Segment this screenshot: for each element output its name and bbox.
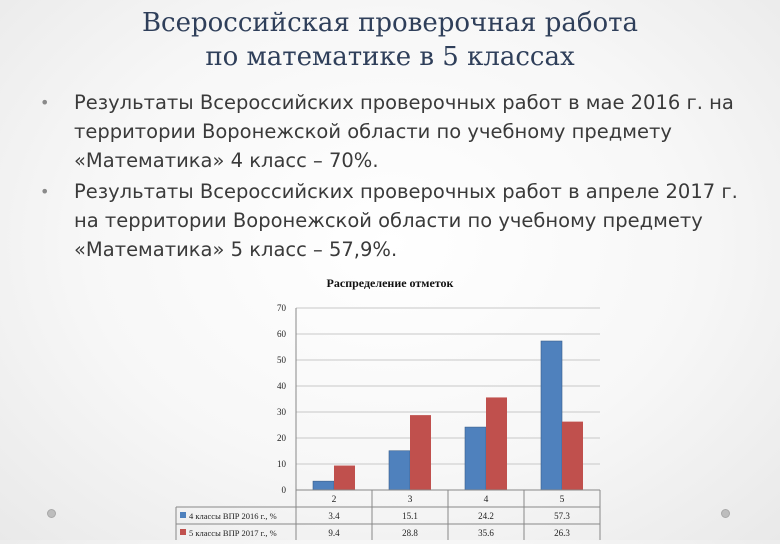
chart-title: Распределение отметок bbox=[326, 276, 454, 290]
x-tick-label: 3 bbox=[408, 495, 413, 505]
y-tick-label: 50 bbox=[277, 355, 287, 365]
data-label: 24.2 bbox=[478, 511, 494, 521]
bullet-list: • Результаты Всероссийских проверочных р… bbox=[28, 88, 758, 266]
data-label: 26.3 bbox=[554, 528, 570, 538]
y-tick-label: 70 bbox=[277, 303, 287, 313]
title-line-1: Всероссийская проверочная работа bbox=[141, 8, 639, 38]
legend-swatch bbox=[180, 529, 186, 535]
data-label: 35.6 bbox=[478, 528, 494, 538]
bullet-marker-icon: • bbox=[40, 93, 50, 112]
decorative-dot-icon bbox=[47, 509, 56, 518]
legend-label: 5 классы ВПР 2017 г., % bbox=[189, 528, 277, 538]
chart-bar bbox=[334, 465, 355, 490]
data-label: 28.8 bbox=[402, 528, 418, 538]
chart: Распределение отметок 0 10 20 30 40 50 60 70 2 3 4… bbox=[170, 272, 610, 542]
bullet-item: • Результаты Всероссийских проверочных р… bbox=[28, 88, 758, 175]
slide-title: Всероссийская проверочная работа по мате… bbox=[60, 6, 720, 74]
y-tick-label: 40 bbox=[277, 381, 287, 391]
chart-bar bbox=[540, 340, 563, 491]
chart-bar bbox=[410, 415, 431, 490]
bullet-text: Результаты Всероссийских проверочных раб… bbox=[74, 91, 734, 172]
y-tick-label: 20 bbox=[277, 433, 287, 443]
x-tick-label: 2 bbox=[332, 495, 337, 505]
data-label: 57.3 bbox=[554, 511, 570, 521]
chart-bar bbox=[486, 397, 507, 490]
title-line-2: по математике в 5 классах bbox=[205, 42, 575, 72]
y-tick-label: 0 bbox=[282, 485, 287, 495]
data-label: 9.4 bbox=[328, 528, 340, 538]
data-label: 3.4 bbox=[328, 511, 340, 521]
chart-bar bbox=[312, 480, 335, 491]
y-tick-label: 10 bbox=[277, 459, 287, 469]
chart-bar bbox=[562, 421, 583, 490]
chart-bar bbox=[388, 450, 411, 491]
y-tick-label: 60 bbox=[277, 329, 287, 339]
chart-svg: 0 10 20 30 40 50 60 70 2 3 4 5 4 классы ВПР 2016 г.,… bbox=[175, 303, 601, 542]
chart-bar bbox=[464, 426, 487, 491]
bullet-item: • Результаты Всероссийских проверочных р… bbox=[28, 177, 758, 264]
bullet-marker-icon: • bbox=[40, 182, 50, 201]
y-tick-label: 30 bbox=[277, 407, 287, 417]
data-label: 15.1 bbox=[402, 511, 418, 521]
decorative-dot-icon bbox=[721, 509, 730, 518]
legend-label: 4 классы ВПР 2016 г., % bbox=[189, 511, 277, 521]
legend-swatch bbox=[180, 512, 186, 518]
x-tick-label: 4 bbox=[484, 495, 489, 505]
x-tick-label: 5 bbox=[560, 495, 565, 505]
bullet-text: Результаты Всероссийских проверочных раб… bbox=[74, 180, 738, 261]
